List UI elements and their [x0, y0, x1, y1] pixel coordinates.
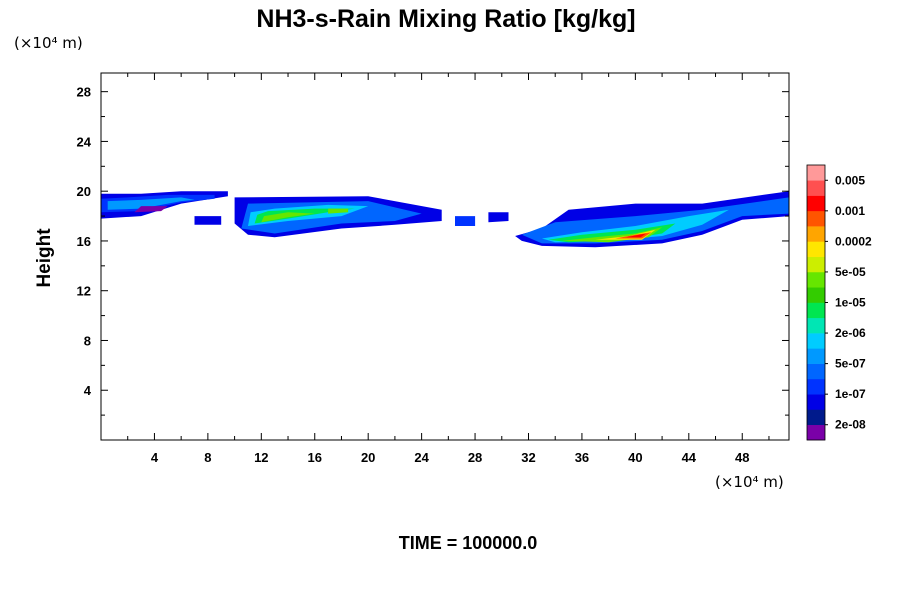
- colorbar-swatch: [807, 165, 825, 181]
- x-tick-label: 48: [735, 450, 749, 465]
- colorbar-swatch: [807, 378, 825, 395]
- x-tick-labels: 4 8 12 16 20 24 28 32 36 40 44 48: [151, 450, 750, 465]
- colorbar: [806, 164, 828, 441]
- y-tick-label: 4: [84, 383, 92, 398]
- contour-region-11: [455, 216, 476, 226]
- axis-ticks: [101, 73, 789, 440]
- x-tick-label: 16: [308, 450, 322, 465]
- colorbar-label: 2e-08: [835, 418, 866, 432]
- x-tick-label: 28: [468, 450, 482, 465]
- colorbar-swatch: [807, 195, 825, 212]
- contour-region-2: [107, 197, 195, 210]
- y-tick-label: 16: [77, 234, 91, 249]
- colorbar-swatch: [807, 348, 825, 364]
- contour-region-19: [615, 232, 652, 239]
- x-tick-label: 36: [575, 450, 589, 465]
- colorbar-label: 2e-06: [835, 326, 866, 340]
- colorbar-swatch: [807, 256, 825, 273]
- colorbar-swatch: [807, 363, 825, 380]
- y-tick-label: 8: [84, 333, 91, 348]
- colorbar-swatch: [807, 180, 825, 196]
- colorbar-label: 1e-07: [835, 387, 866, 401]
- y-tick-label: 20: [77, 184, 91, 199]
- y-axis-unit-label: (×10⁴ m): [14, 34, 83, 52]
- colorbar-swatch: [807, 317, 825, 334]
- time-label: TIME = 100000.0: [399, 533, 538, 553]
- contour-region-3: [134, 206, 168, 213]
- colorbar-swatch: [807, 241, 825, 257]
- colorbar-labels: 2e-08 1e-07 5e-07 2e-06 1e-05 5e-05 0.0002 0.00…: [835, 173, 872, 431]
- x-tick-label: 32: [521, 450, 535, 465]
- contour-region-8: [254, 208, 355, 224]
- colorbar-swatch: [807, 394, 825, 410]
- contour-region-12: [488, 212, 509, 223]
- colorbar-label: 5e-07: [835, 357, 866, 371]
- chart-title: NH3-s-Rain Mixing Ratio [kg/kg]: [256, 5, 635, 33]
- colorbar-swatch: [807, 226, 825, 242]
- y-tick-label: 12: [77, 284, 91, 299]
- colorbar-swatch: [807, 210, 825, 227]
- colorbar-swatch: [807, 333, 825, 349]
- colorbar-label: 0.001: [835, 204, 865, 218]
- contour-region-9: [261, 212, 315, 223]
- x-axis-unit-label: (×10⁴ m): [715, 473, 784, 491]
- y-tick-label: 28: [77, 85, 91, 100]
- colorbar-label: 0.0002: [835, 234, 872, 248]
- colorbar-swatch: [807, 424, 825, 441]
- plot-frame: [100, 72, 790, 441]
- colorbar-swatch: [807, 287, 825, 303]
- colorbar-label: 1e-05: [835, 296, 866, 310]
- contour-region-10: [328, 208, 349, 214]
- colorbar-label: 0.005: [835, 173, 865, 187]
- colorbar-swatch: [807, 302, 825, 319]
- x-tick-label: 24: [414, 450, 429, 465]
- contour-region-4: [194, 216, 222, 225]
- plot-area: [101, 191, 789, 248]
- x-tick-label: 12: [254, 450, 268, 465]
- colorbar-label: 5e-05: [835, 265, 866, 279]
- y-tick-labels: 4 8 12 16 20 24 28: [77, 85, 92, 399]
- colorbar-swatch: [807, 409, 825, 426]
- x-tick-label: 4: [151, 450, 159, 465]
- contour-region-20: [626, 233, 647, 238]
- x-tick-label: 8: [204, 450, 211, 465]
- x-tick-label: 20: [361, 450, 375, 465]
- x-tick-label: 44: [682, 450, 697, 465]
- y-axis-label: Height: [34, 228, 55, 288]
- colorbar-swatch: [807, 271, 825, 288]
- y-tick-label: 24: [77, 134, 92, 149]
- x-tick-label: 40: [628, 450, 642, 465]
- contour-region-16: [548, 223, 676, 243]
